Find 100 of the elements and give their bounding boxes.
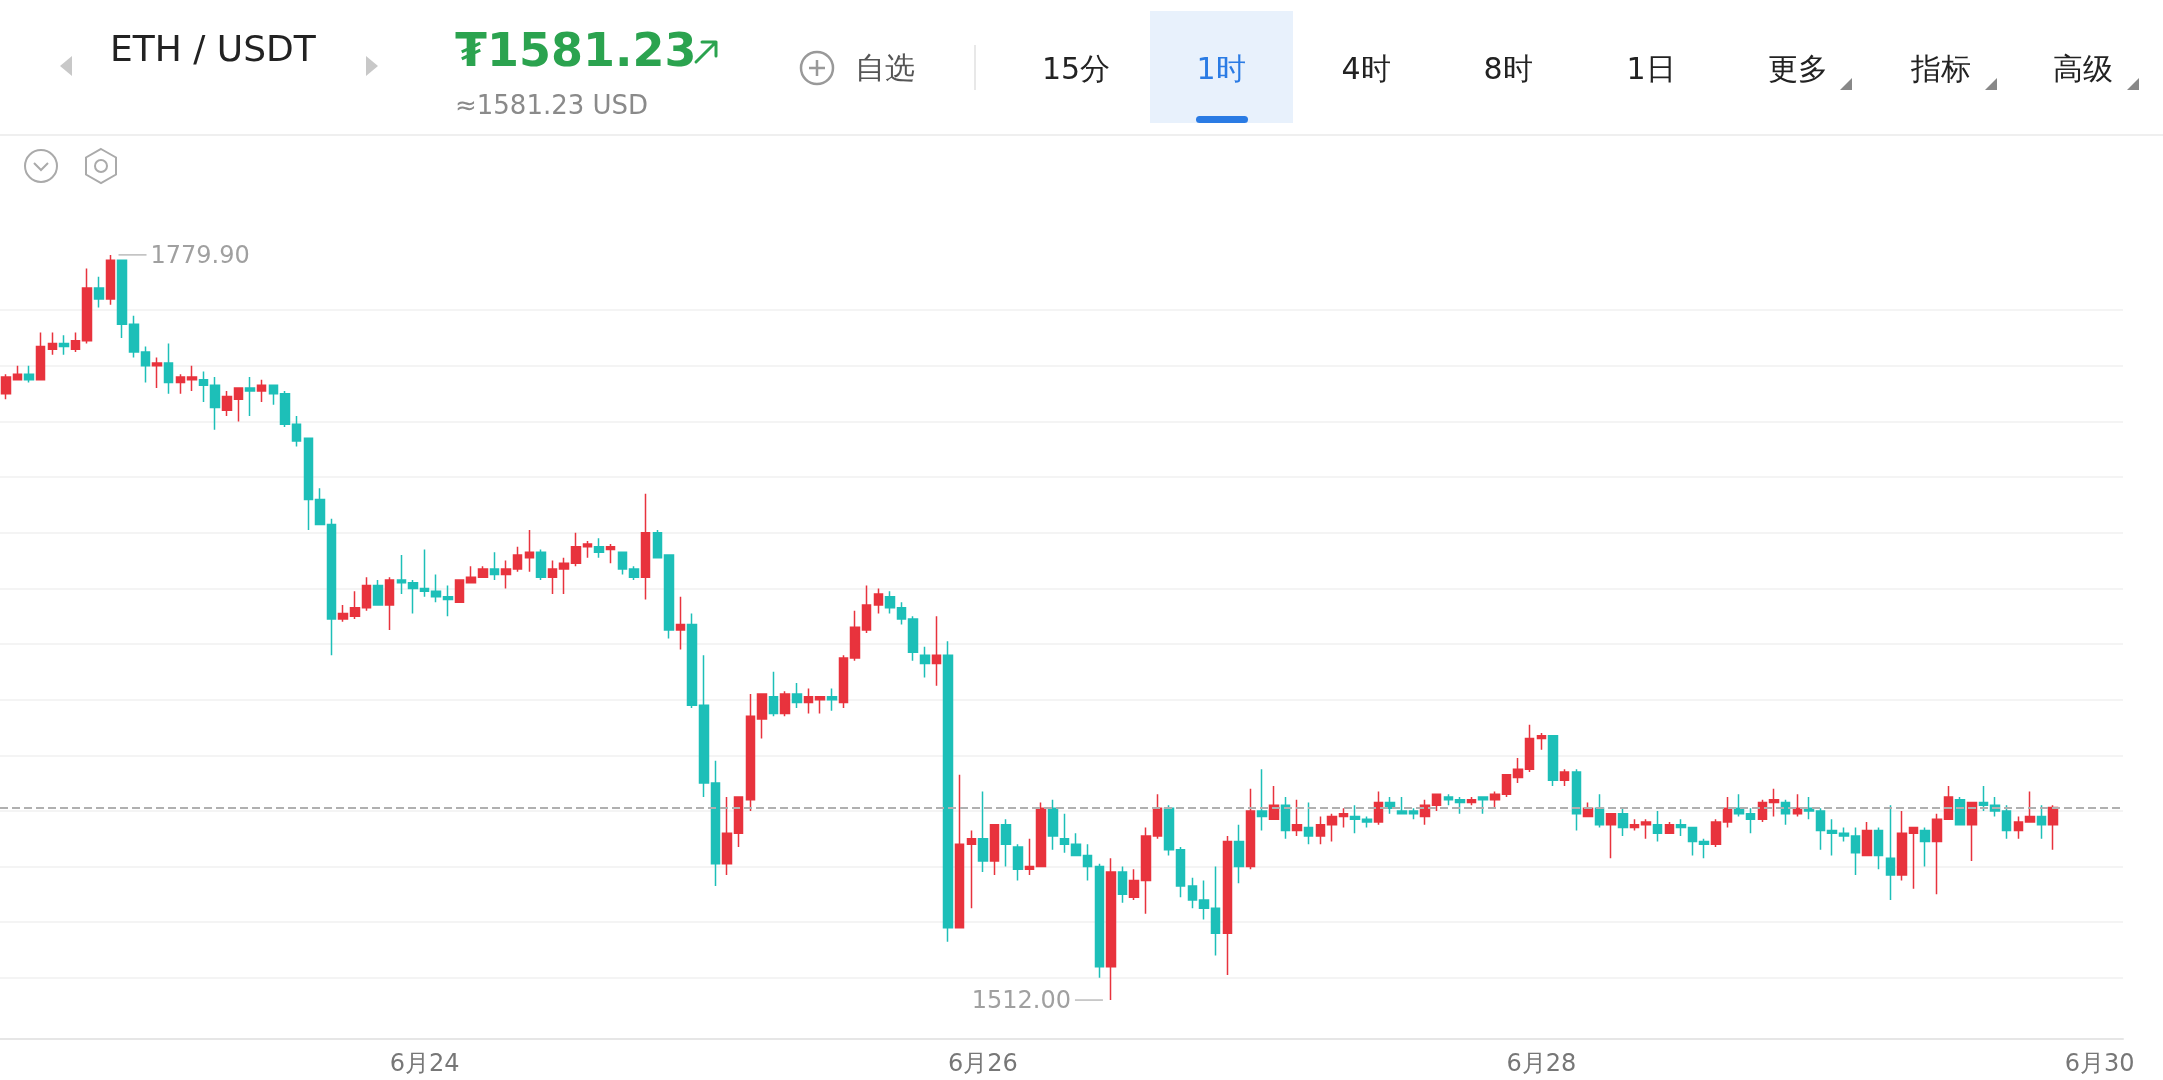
candlestick <box>931 615 942 687</box>
candlestick <box>582 540 593 559</box>
candlestick <box>1222 835 1233 976</box>
candlestick <box>698 654 710 798</box>
candlestick <box>1128 868 1140 901</box>
text: 指标 <box>1911 49 1971 88</box>
candlestick <box>593 537 605 559</box>
candlestick <box>198 370 209 403</box>
candlestick <box>500 559 512 590</box>
candlestick <box>1466 796 1477 807</box>
candlestick <box>605 543 616 565</box>
candlestick <box>151 356 163 389</box>
candlestick <box>221 390 233 417</box>
candlestick <box>1617 807 1629 837</box>
candlestick <box>791 682 803 709</box>
candlestick <box>721 796 733 876</box>
candlestick <box>907 615 919 662</box>
candlestick <box>1559 768 1570 787</box>
candlestick <box>1315 815 1326 846</box>
candlestick <box>477 565 489 579</box>
candlestick <box>1047 799 1059 851</box>
candlestick <box>1826 818 1838 857</box>
candlestick <box>1454 796 1466 815</box>
candlestick <box>1745 807 1756 834</box>
candlestick <box>116 259 128 339</box>
candlestick <box>779 690 791 718</box>
candlestick <box>1524 723 1535 773</box>
candlestick <box>1931 812 1943 896</box>
candlestick <box>873 587 884 615</box>
candlestick <box>1303 801 1314 846</box>
candlestick <box>977 790 989 873</box>
x-tick-label: 6月26 <box>948 1049 1018 1077</box>
candlestick <box>35 331 46 381</box>
text: 15分 <box>1041 49 1111 88</box>
candlestick <box>128 315 140 359</box>
candlestick <box>0 373 12 400</box>
candlestick <box>256 379 267 403</box>
candlestick <box>303 437 314 531</box>
candlestick <box>663 554 675 640</box>
candlestick <box>1501 774 1512 798</box>
x-tick-label: 6月28 <box>1506 1049 1577 1077</box>
candlestick <box>1629 818 1640 832</box>
candlestick <box>396 554 407 595</box>
candlestick <box>1512 757 1524 784</box>
candlestick <box>1594 793 1605 829</box>
candlestick <box>745 693 756 812</box>
candlestick <box>617 551 628 576</box>
candlestick <box>489 551 500 581</box>
candlestick <box>430 573 442 604</box>
candlestick <box>942 640 954 943</box>
candlestick <box>349 590 361 620</box>
candlestick <box>279 390 291 428</box>
candlestick <box>1850 826 1861 876</box>
candlestick <box>70 331 81 353</box>
candlestick <box>1198 879 1210 921</box>
candlestick <box>1605 812 1617 859</box>
candlestick <box>1361 815 1373 829</box>
candlestick <box>1175 846 1186 898</box>
candlestick <box>1919 826 1931 868</box>
candlestick <box>861 584 872 634</box>
candlestick <box>1152 793 1163 840</box>
candlestick <box>919 646 931 679</box>
candlestick <box>686 612 698 709</box>
candlestick <box>326 518 337 656</box>
candlestick <box>442 584 454 617</box>
candlestick <box>1000 818 1012 868</box>
candlestick <box>652 529 663 559</box>
candlestick <box>384 576 395 631</box>
candlestick <box>2013 815 2024 840</box>
candlestick <box>547 559 558 595</box>
candlestick <box>1082 843 1093 882</box>
candlestick <box>372 579 384 606</box>
candlestick <box>337 604 349 623</box>
candlestick <box>1652 810 1663 843</box>
candlestick <box>1698 837 1710 859</box>
candlestick <box>93 276 105 309</box>
candlestick <box>1536 732 1547 751</box>
candlestick <box>1431 793 1442 812</box>
candlestick <box>1687 826 1698 857</box>
candlestick <box>884 590 896 615</box>
candlestick <box>454 579 465 604</box>
candlestick <box>1722 796 1733 829</box>
candlestick <box>966 829 977 910</box>
candlestick <box>512 545 523 573</box>
candlestick <box>1489 790 1501 809</box>
candlestick <box>558 557 570 595</box>
candlestick <box>1070 832 1082 857</box>
text: 1时 <box>1196 49 1246 88</box>
candlestick <box>1710 818 1722 848</box>
candlestick <box>710 760 721 887</box>
candlestick <box>1896 810 1908 882</box>
candlestick <box>838 654 849 709</box>
candlestick <box>1210 865 1221 957</box>
candlestick <box>640 493 651 601</box>
candlestick <box>1943 785 1954 821</box>
text: 更多 <box>1768 49 1828 88</box>
candlestick <box>1233 824 1245 884</box>
candlestick <box>1571 768 1582 832</box>
candlestick <box>1163 804 1175 857</box>
candlestick <box>1326 812 1338 843</box>
